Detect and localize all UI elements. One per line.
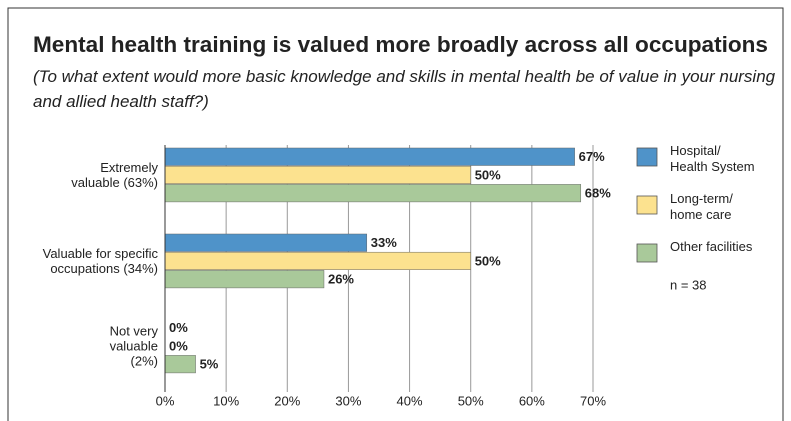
legend-swatch: [636, 243, 658, 263]
category-label: Extremely valuable (63%): [71, 160, 158, 191]
bar: [164, 184, 582, 203]
bar: [164, 233, 368, 252]
data-label: 67%: [579, 149, 605, 164]
legend-swatch: [636, 147, 658, 167]
legend-label: Other facilities: [670, 239, 753, 254]
data-label: 33%: [371, 235, 397, 250]
x-tick-label: 40%: [397, 393, 423, 408]
category-label: Not very valuable (2%): [109, 323, 158, 369]
data-label: 50%: [475, 253, 501, 268]
data-label: 5%: [200, 357, 219, 372]
x-tick-label: 70%: [580, 393, 606, 408]
annotation: n = 38: [670, 277, 707, 292]
bar: [164, 355, 196, 374]
bar: [164, 270, 325, 289]
x-tick-label: 10%: [213, 393, 239, 408]
legend-label: Long-term/home care: [670, 191, 733, 222]
x-tick-label: 30%: [335, 393, 361, 408]
frame: [7, 7, 784, 421]
bar: [164, 147, 575, 166]
x-tick-label: 50%: [458, 393, 484, 408]
chart-subtitle: (To what extent would more basic knowled…: [33, 67, 776, 111]
x-tick-label: 0%: [156, 393, 175, 408]
data-label: 0%: [169, 320, 188, 335]
data-label: 68%: [585, 186, 611, 201]
category-label: Valuable for specific occupations (34%): [42, 246, 158, 277]
x-tick-label: 20%: [274, 393, 300, 408]
bar: [164, 251, 471, 270]
legend-label: Hospital/Health System: [670, 143, 755, 174]
legend-swatch: [636, 195, 658, 215]
bar: [164, 165, 471, 184]
x-tick-label: 60%: [519, 393, 545, 408]
data-label: 50%: [475, 167, 501, 182]
data-label: 0%: [169, 338, 188, 353]
chart-title: Mental health training is valued more br…: [33, 32, 768, 57]
data-label: 26%: [328, 272, 354, 287]
